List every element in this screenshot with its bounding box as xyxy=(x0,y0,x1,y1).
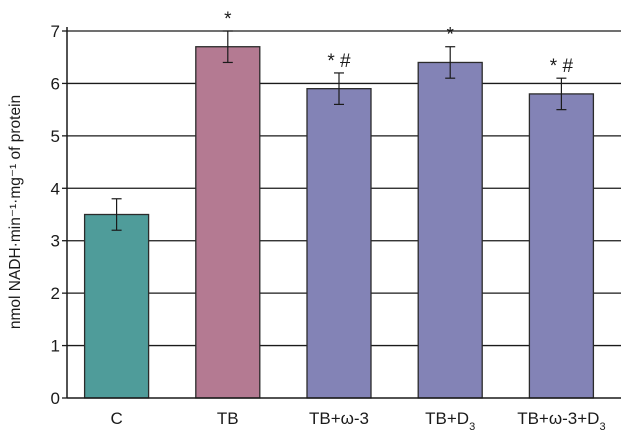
significance-marker: * xyxy=(224,9,232,30)
x-axis: C TB TB+ω-3 TB+D3 TB+ω-3+D3 xyxy=(67,397,621,433)
y-tick-label: 6 xyxy=(51,74,60,93)
bar xyxy=(306,88,372,399)
y-tick-label: 1 xyxy=(51,337,60,356)
y-tick-label: 3 xyxy=(51,232,60,251)
x-tick-label: C xyxy=(110,409,122,428)
bar xyxy=(417,61,483,399)
y-axis: 0 1 2 3 4 5 6 7 xyxy=(51,22,68,408)
significance-marker: * # xyxy=(550,56,574,77)
significance-marker: * # xyxy=(327,51,351,72)
y-tick-label: 0 xyxy=(51,389,60,408)
bars: * * # * * # xyxy=(83,9,595,399)
y-axis-label: nmol NADH·min⁻¹·mg⁻¹ of protein xyxy=(7,95,24,329)
x-tick-label: TB+ω-3+D3 xyxy=(517,409,605,433)
x-tick-label: TB+D3 xyxy=(425,409,475,433)
y-tick-label: 7 xyxy=(51,22,60,41)
bar xyxy=(528,93,595,399)
y-tick-label: 5 xyxy=(51,127,60,146)
y-tick-label: 4 xyxy=(51,179,60,198)
bar xyxy=(83,213,150,399)
x-tick-label: TB+ω-3 xyxy=(309,409,369,428)
x-tick-label: TB xyxy=(217,409,239,428)
bar xyxy=(195,46,261,399)
y-tick-label: 2 xyxy=(51,284,60,303)
significance-marker: * xyxy=(446,25,454,46)
